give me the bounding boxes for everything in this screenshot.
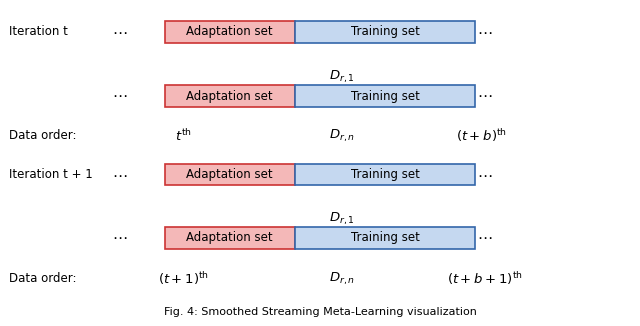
Text: $D_{r,1}$: $D_{r,1}$ xyxy=(330,211,355,227)
Text: $D_{r,1}$: $D_{r,1}$ xyxy=(330,68,355,85)
Text: $\cdots$: $\cdots$ xyxy=(477,167,493,182)
FancyBboxPatch shape xyxy=(164,21,294,43)
Text: $\cdots$: $\cdots$ xyxy=(477,24,493,39)
Text: $D_{r,n}$: $D_{r,n}$ xyxy=(329,270,355,287)
Text: $\cdots$: $\cdots$ xyxy=(113,87,128,102)
Text: $\cdots$: $\cdots$ xyxy=(477,87,493,102)
Text: $(t+1)^{\mathrm{th}}$: $(t+1)^{\mathrm{th}}$ xyxy=(158,270,209,287)
Text: $\cdots$: $\cdots$ xyxy=(113,167,128,182)
Text: $(t+b+1)^{\mathrm{th}}$: $(t+b+1)^{\mathrm{th}}$ xyxy=(447,270,523,287)
Text: Adaptation set: Adaptation set xyxy=(186,168,273,181)
Text: Training set: Training set xyxy=(351,231,419,244)
FancyBboxPatch shape xyxy=(294,21,476,43)
Text: Iteration t + 1: Iteration t + 1 xyxy=(9,168,93,181)
FancyBboxPatch shape xyxy=(294,164,476,185)
Text: Adaptation set: Adaptation set xyxy=(186,25,273,38)
Text: $D_{r,n}$: $D_{r,n}$ xyxy=(329,127,355,144)
Text: Adaptation set: Adaptation set xyxy=(186,231,273,244)
Text: Training set: Training set xyxy=(351,90,419,103)
Text: $\cdots$: $\cdots$ xyxy=(113,229,128,244)
FancyBboxPatch shape xyxy=(164,85,294,107)
Text: $\cdots$: $\cdots$ xyxy=(477,229,493,244)
Text: Iteration t: Iteration t xyxy=(9,25,68,38)
Text: $\cdots$: $\cdots$ xyxy=(113,24,128,39)
FancyBboxPatch shape xyxy=(164,227,294,249)
Text: $t^{\mathrm{th}}$: $t^{\mathrm{th}}$ xyxy=(175,128,192,144)
Text: $(t+b)^{\mathrm{th}}$: $(t+b)^{\mathrm{th}}$ xyxy=(456,127,508,144)
FancyBboxPatch shape xyxy=(294,85,476,107)
Text: Adaptation set: Adaptation set xyxy=(186,90,273,103)
Text: Data order:: Data order: xyxy=(9,272,77,285)
Text: Training set: Training set xyxy=(351,168,419,181)
Text: Data order:: Data order: xyxy=(9,129,77,142)
Text: Training set: Training set xyxy=(351,25,419,38)
Text: Fig. 4: Smoothed Streaming Meta-Learning visualization: Fig. 4: Smoothed Streaming Meta-Learning… xyxy=(164,307,476,317)
FancyBboxPatch shape xyxy=(164,164,294,185)
FancyBboxPatch shape xyxy=(294,227,476,249)
